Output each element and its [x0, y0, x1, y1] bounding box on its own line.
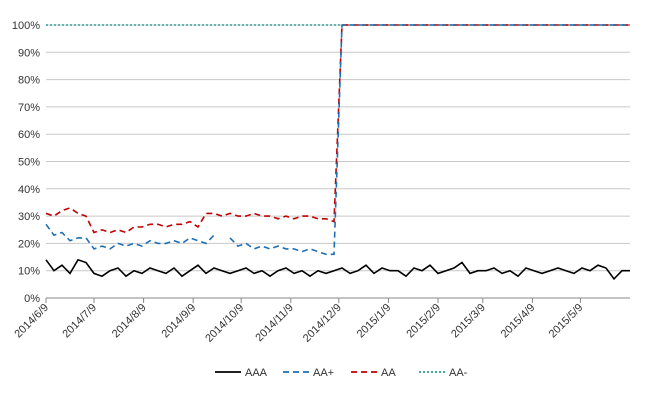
y-tick-label: 10%: [18, 266, 40, 278]
x-tick-label: 2015/3/9: [449, 302, 488, 341]
x-tick-label: 2014/9/9: [160, 302, 199, 341]
y-tick-label: 60%: [18, 129, 40, 141]
series-line: [45, 24, 630, 256]
legend-label: AAA: [245, 367, 268, 379]
x-tick-label: 2015/1/9: [355, 302, 394, 341]
x-tick-label: 2014/6/9: [12, 302, 51, 341]
y-tick-label: 40%: [18, 184, 40, 196]
x-tick-label: 2014/7/9: [60, 302, 99, 341]
legend-label: AA+: [313, 367, 334, 379]
x-tick-label: 2014/8/9: [110, 302, 149, 341]
x-tick-label: 2014/10/9: [203, 302, 246, 345]
y-tick-label: 0%: [24, 293, 40, 305]
x-tick-label: 2014/11/9: [253, 302, 296, 345]
y-tick-label: 100%: [12, 20, 40, 32]
y-tick-label: 20%: [18, 238, 40, 250]
x-tick-label: 2015/2/9: [404, 302, 443, 341]
x-tick-label: 2014/12/9: [301, 302, 344, 345]
series-line: [45, 24, 630, 234]
x-tick-label: 2015/4/9: [499, 302, 538, 341]
y-tick-label: 50%: [18, 157, 40, 169]
legend-label: AA: [381, 367, 396, 379]
series-line: [45, 258, 630, 281]
y-tick-label: 30%: [18, 211, 40, 223]
legend-label: AA-: [449, 367, 468, 379]
y-tick-label: 70%: [18, 102, 40, 114]
y-tick-label: 80%: [18, 75, 40, 87]
y-tick-label: 90%: [18, 47, 40, 59]
x-tick-label: 2015/5/9: [547, 302, 586, 341]
